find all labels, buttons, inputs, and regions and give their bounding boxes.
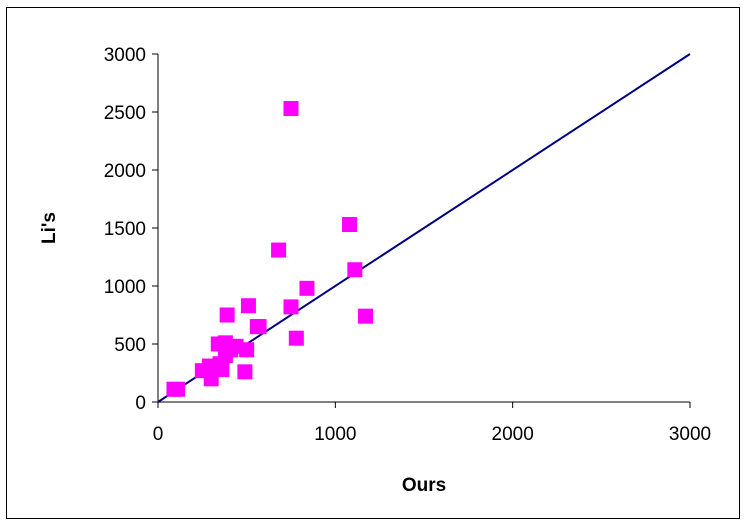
x-tick-label: 3000 xyxy=(669,424,711,445)
y-tick-label: 2500 xyxy=(104,103,146,124)
data-point xyxy=(219,307,235,323)
data-point xyxy=(239,342,255,358)
y-tick-label: 1000 xyxy=(104,277,146,298)
x-tick-label: 2000 xyxy=(492,424,534,445)
x-tick-label: 1000 xyxy=(314,424,356,445)
y-tick-label: 2000 xyxy=(104,161,146,182)
y-tick-label: 0 xyxy=(135,393,146,414)
data-point xyxy=(347,262,363,278)
y-axis-title: Li's xyxy=(39,212,60,244)
data-point xyxy=(283,101,299,117)
data-point xyxy=(237,364,253,380)
x-axis-title: Ours xyxy=(402,475,446,496)
data-point xyxy=(342,217,358,233)
data-point xyxy=(170,381,186,397)
data-point xyxy=(271,242,287,258)
data-point xyxy=(240,298,256,314)
y-tick-label: 1500 xyxy=(104,219,146,240)
data-point xyxy=(299,280,315,296)
data-point xyxy=(288,330,304,346)
data-point xyxy=(283,299,299,315)
data-point xyxy=(214,362,230,378)
x-tick-label: 0 xyxy=(153,424,164,445)
y-tick-label: 3000 xyxy=(104,45,146,66)
scatter-chart: 0 500 1000 1500 2000 2500 3000 0 1000 2000 3000 Our… xyxy=(39,45,711,496)
data-point xyxy=(251,319,267,335)
chart-frame: 0 500 1000 1500 2000 2500 3000 0 1000 2000 3000 Our… xyxy=(6,7,740,519)
plot-area: 0 500 1000 1500 2000 2500 3000 0 1000 2000 3000 Our… xyxy=(39,45,711,496)
y-tick-label: 500 xyxy=(114,335,146,356)
data-point xyxy=(357,308,373,324)
